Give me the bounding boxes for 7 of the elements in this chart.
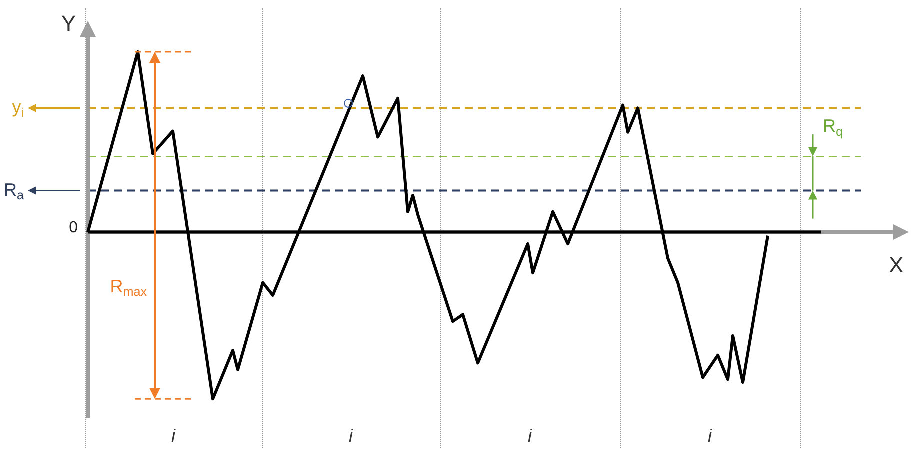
text: i — [528, 426, 533, 446]
y-axis-title: Y — [61, 11, 76, 36]
text: i — [708, 426, 713, 446]
text: i — [349, 426, 354, 446]
text: X — [889, 252, 904, 278]
text: i — [172, 426, 176, 446]
text: 0 — [69, 220, 78, 237]
